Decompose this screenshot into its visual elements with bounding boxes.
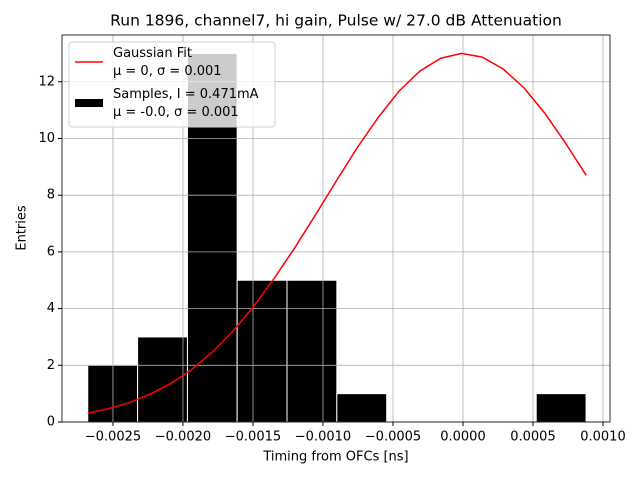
legend-label: Samples, I = 0.471mA μ = -0.0, σ = 0.001	[113, 87, 259, 120]
histogram-bar	[535, 393, 587, 423]
chart-title: Run 1896, channel7, hi gain, Pulse w/ 27…	[110, 12, 562, 30]
y-axis-label: Entries	[15, 205, 30, 251]
histogram-bar	[336, 393, 388, 423]
x-tick-label: −0.0020	[155, 430, 211, 445]
y-tick-label: 2	[47, 358, 55, 373]
x-tick-label: −0.0010	[295, 430, 351, 445]
y-tick-label: 8	[47, 188, 55, 203]
x-tick-label: −0.0015	[225, 430, 281, 445]
y-tick-label: 12	[38, 74, 55, 89]
histogram-bar	[286, 279, 338, 423]
x-tick-label: −0.0025	[85, 430, 141, 445]
histogram-bar	[236, 279, 288, 423]
x-tick-label: 0.0005	[510, 430, 556, 445]
y-tick-label: 0	[47, 415, 55, 430]
x-axis-label: Timing from OFCs [ns]	[262, 450, 408, 465]
y-tick-label: 4	[47, 301, 55, 316]
plot-frame	[61, 34, 611, 423]
x-tick-label: −0.0005	[365, 430, 421, 445]
histogram-bar	[137, 336, 188, 423]
legend-label: Gaussian Fit μ = 0, σ = 0.001	[113, 46, 222, 79]
y-tick-label: 10	[38, 131, 55, 146]
x-tick-label: 0.0010	[580, 430, 626, 445]
y-tick-label: 6	[47, 244, 55, 259]
legend-box	[68, 41, 276, 128]
x-tick-label: 0.0000	[440, 430, 486, 445]
fit-line	[87, 52, 587, 414]
legend-swatch	[75, 99, 103, 107]
